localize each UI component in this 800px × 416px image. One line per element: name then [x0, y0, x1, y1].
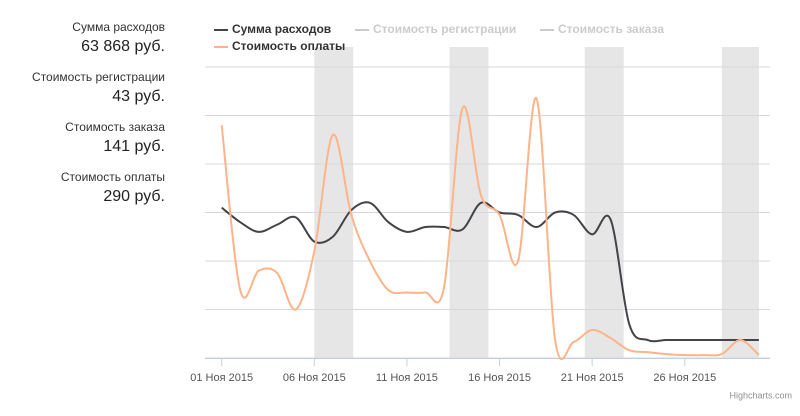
legend-label: Стоимость регистрации — [373, 22, 516, 36]
stat-value: 63 868 руб. — [81, 38, 165, 55]
x-tick-label: 26 Ноя 2015 — [653, 372, 716, 384]
credits: Highcharts.com — [729, 390, 792, 400]
plot-band — [721, 47, 759, 358]
legend-label: Сумма расходов — [232, 22, 331, 36]
x-tick-label: 11 Ноя 2015 — [376, 372, 438, 384]
x-tick-label: 01 Ноя 2015 — [190, 372, 253, 384]
stat-value: 141 руб. — [103, 138, 165, 155]
legend-label: Стоимость заказа — [558, 22, 664, 36]
stat-value: 43 руб. — [112, 88, 165, 105]
stats-panel: Сумма расходов 63 868 руб. Стоимость регис… — [0, 14, 165, 220]
series-line — [221, 201, 759, 343]
x-tick-label: 21 Ноя 2015 — [561, 372, 624, 384]
stat-label: Стоимость оплаты — [60, 170, 165, 184]
legend-label: Стоимость оплаты — [232, 39, 345, 53]
stat-value: 290 руб. — [103, 188, 165, 205]
plot-band — [314, 47, 354, 358]
plot-band — [584, 47, 624, 358]
stat-label: Сумма расходов — [72, 20, 165, 34]
stat-label: Стоимость заказа — [65, 120, 165, 134]
series-line — [220, 97, 760, 360]
x-tick-label: 06 Ноя 2015 — [283, 372, 346, 384]
stat-label: Стоимость регистрации — [32, 70, 165, 84]
x-tick-label: 16 Ноя 2015 — [468, 372, 531, 384]
